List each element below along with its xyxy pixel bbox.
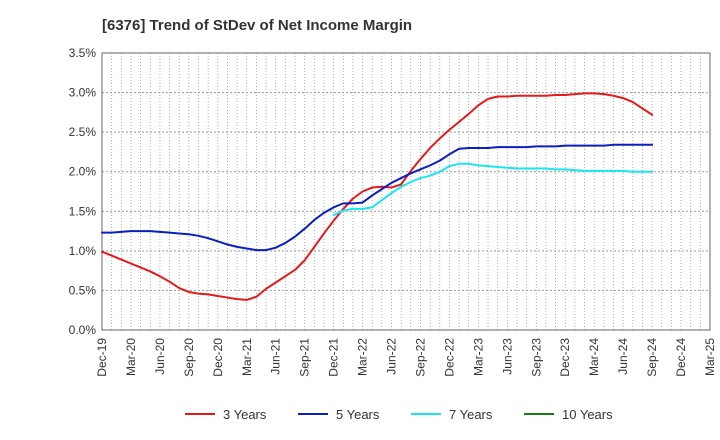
x-tick-label: Jun-21 [269, 338, 283, 375]
series-line-5-years [101, 143, 654, 252]
x-tick-label: Sep-20 [182, 338, 196, 377]
x-tick-label: Jun-22 [385, 338, 399, 375]
x-tick-label: Mar-20 [124, 338, 138, 376]
legend-label: 3 Years [223, 407, 267, 422]
y-tick-label: 1.0% [69, 244, 97, 258]
x-tick-label: Dec-22 [442, 338, 456, 377]
x-tick-label: Sep-21 [298, 338, 312, 377]
legend: 3 Years 5 Years 7 Years 10 Years [185, 407, 613, 422]
y-tick-label: 3.5% [69, 46, 97, 60]
axes: 0.0% 0.5% 1.0% 1.5% 2.0% 2.5% 3.0% 3.5% Dec-19 Ma… [69, 46, 717, 377]
grid [102, 52, 711, 330]
y-tick-label: 2.0% [69, 165, 97, 179]
x-tick-label: Mar-23 [471, 338, 485, 376]
x-tick-label: Dec-21 [327, 338, 341, 377]
x-tick-label: Jun-23 [500, 338, 514, 375]
x-tick-label: Jun-24 [616, 338, 630, 375]
legend-label: 7 Years [449, 407, 493, 422]
x-tick-label: Mar-22 [356, 338, 370, 376]
series-line-7-years [332, 162, 654, 217]
chart-title: [6376] Trend of StDev of Net Income Marg… [102, 17, 412, 34]
plot-frame [101, 52, 711, 331]
x-tick-label: Sep-23 [529, 338, 543, 377]
x-tick-label: Dec-19 [95, 338, 109, 377]
y-tick-label: 0.0% [69, 323, 97, 337]
x-tick-label: Dec-20 [211, 338, 225, 377]
x-tick-label: Jun-20 [153, 338, 167, 375]
series-line-3-years [101, 92, 654, 301]
y-tick-label: 0.5% [69, 283, 97, 297]
x-tick-label: Mar-21 [240, 338, 254, 376]
y-tick-label: 2.5% [69, 125, 97, 139]
x-tick-label: Sep-22 [413, 338, 427, 377]
x-tick-label: Sep-24 [645, 338, 659, 377]
x-tick-label: Dec-24 [674, 338, 688, 377]
legend-label: 5 Years [336, 407, 380, 422]
x-tick-label: Mar-25 [703, 338, 717, 376]
x-tick-label: Mar-24 [587, 338, 601, 376]
y-tick-label: 3.0% [69, 86, 97, 100]
series-lines [101, 92, 654, 301]
x-tick-label: Dec-23 [558, 338, 572, 377]
legend-label: 10 Years [562, 407, 613, 422]
y-tick-label: 1.5% [69, 204, 97, 218]
